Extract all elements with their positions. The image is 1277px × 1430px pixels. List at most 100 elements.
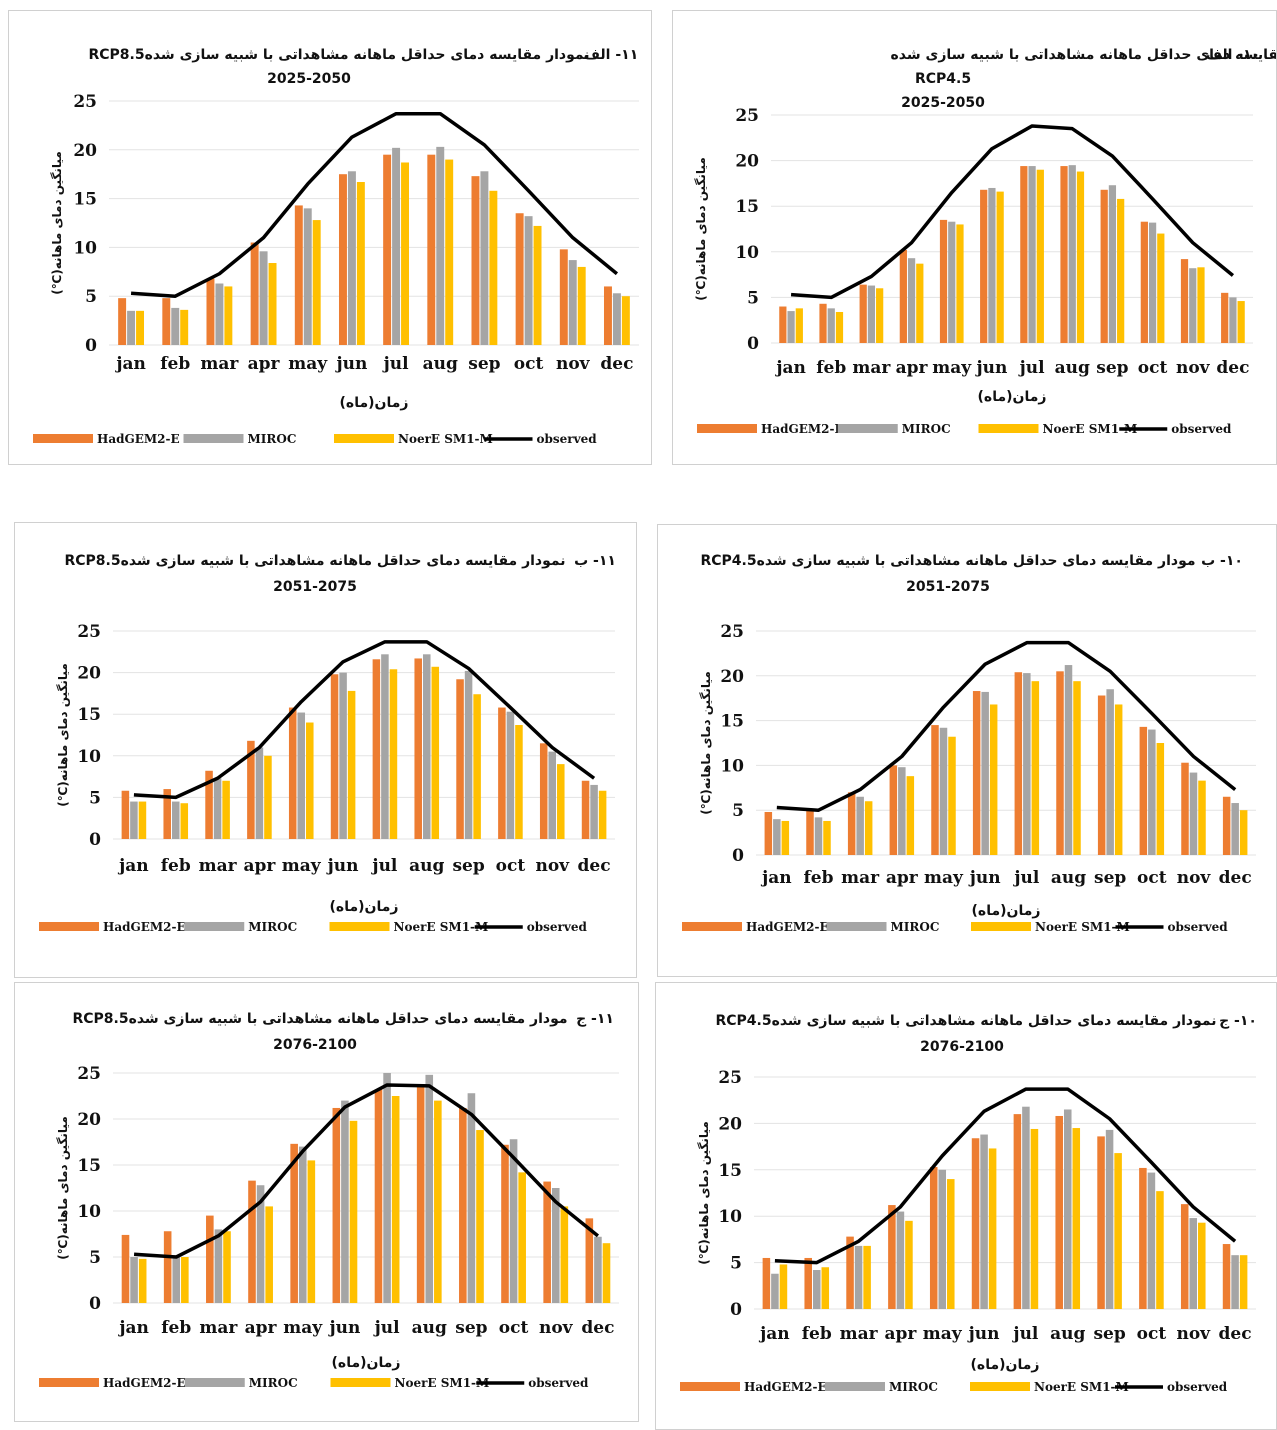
bar-miroc — [1189, 1218, 1198, 1309]
bar-noeresm1-m — [265, 1206, 273, 1303]
x-axis-label: زمان(ماه) — [330, 899, 399, 915]
x-tick-label: nov — [539, 1318, 574, 1338]
bar-hadgem2-es — [939, 219, 948, 343]
bar-noeresm1-m — [947, 1179, 955, 1309]
bar-miroc — [425, 1074, 434, 1303]
bar-noeresm1-m — [1114, 1153, 1122, 1309]
bar-noeresm1-m — [560, 1206, 569, 1303]
legend-label: NoerE SM1-M — [1035, 920, 1130, 934]
chart-title-line: 2025-2050 — [901, 95, 985, 111]
y-tick-label: 10 — [73, 238, 97, 258]
y-axis-label: میانگین دمای ماهانه(℃) — [699, 671, 713, 815]
legend-swatch-miroc — [825, 1382, 885, 1391]
bar-noeresm1-m — [1156, 743, 1165, 855]
x-tick-label: jun — [326, 856, 359, 876]
x-tick-label: jun — [968, 868, 1001, 888]
bar-miroc — [1023, 673, 1031, 855]
bar-hadgem2-es — [1140, 221, 1148, 343]
bar-hadgem2-es — [559, 249, 568, 345]
bar-hadgem2-es — [205, 770, 213, 839]
bar-miroc — [347, 171, 356, 345]
x-tick-label: jan — [114, 354, 146, 374]
observed-line — [776, 640, 1237, 812]
bar-noeresm1-m — [518, 1172, 526, 1303]
y-tick-label: 20 — [73, 141, 97, 161]
figure-number: ۱۱- الف — [584, 47, 639, 63]
bar-hadgem2-es — [1222, 1244, 1231, 1309]
chart-title-line: 2076-2100 — [273, 1037, 357, 1053]
bar-miroc — [854, 1245, 863, 1309]
x-tick-label: jul — [370, 856, 398, 876]
bar-noeresm1-m — [1239, 810, 1248, 855]
bar-miroc — [464, 670, 473, 839]
bar-miroc — [130, 1257, 138, 1303]
bar-noeresm1-m — [835, 311, 844, 343]
bar-hadgem2-es — [414, 658, 422, 839]
bar-noeresm1-m — [1156, 1191, 1164, 1309]
legend-swatch-miroc — [837, 424, 898, 433]
x-tick-label: jun — [327, 1318, 360, 1338]
y-tick-label: 15 — [77, 1156, 101, 1176]
bar-miroc — [215, 283, 224, 345]
bar-noeresm1-m — [876, 288, 884, 343]
legend-label: HadGEM2-E S — [744, 1380, 840, 1394]
bar-hadgem2-es — [372, 659, 381, 839]
bar-miroc — [339, 672, 347, 839]
bar-hadgem2-es — [427, 154, 436, 345]
y-tick-label: 10 — [720, 756, 744, 776]
x-tick-label: may — [924, 868, 964, 888]
bar-miroc — [127, 310, 136, 345]
bar-miroc — [381, 654, 389, 839]
chart-title-line: 2076-2100 — [920, 1039, 1004, 1055]
x-tick-label: nov — [1177, 868, 1212, 888]
y-tick-label: 5 — [730, 1254, 742, 1274]
bar-noeresm1-m — [621, 296, 630, 345]
bar-noeresm1-m — [916, 263, 924, 343]
y-tick-label: 0 — [730, 1300, 742, 1320]
y-tick-label: 0 — [732, 846, 744, 866]
x-tick-label: jul — [1018, 358, 1046, 378]
bar-noeresm1-m — [180, 803, 189, 839]
bar-miroc — [896, 1211, 905, 1309]
bar-hadgem2-es — [539, 743, 548, 839]
y-tick-label: 15 — [720, 712, 744, 732]
legend-swatch-hadgem2-es — [682, 922, 742, 931]
chart-panel-11a: نمودار مقایسه دمای حداقل ماهانه مشاهداتی… — [8, 10, 652, 465]
bar-hadgem2-es — [121, 790, 130, 839]
x-tick-label: jul — [373, 1318, 401, 1338]
y-tick-label: 0 — [747, 334, 759, 354]
bar-hadgem2-es — [498, 707, 506, 839]
bar-miroc — [506, 711, 515, 839]
legend-swatch-noeresm1-m — [330, 1378, 391, 1387]
legend-label: MIROC — [889, 1380, 938, 1394]
figure-number: ۱۰- ج — [1219, 1013, 1257, 1029]
bar-hadgem2-es — [383, 154, 392, 345]
y-axis-label: میانگین دمای ماهانه(℃) — [56, 1116, 70, 1260]
bar-miroc — [467, 1093, 476, 1303]
bar-miroc — [568, 260, 577, 345]
x-tick-label: mar — [199, 856, 238, 876]
bar-miroc — [1148, 729, 1156, 855]
bar-noeresm1-m — [180, 309, 189, 345]
bar-hadgem2-es — [206, 1215, 214, 1303]
bar-miroc — [392, 147, 401, 345]
y-tick-label: 0 — [89, 1294, 101, 1314]
bar-miroc — [771, 1273, 779, 1309]
bar-hadgem2-es — [929, 1167, 938, 1309]
bar-hadgem2-es — [206, 278, 215, 345]
bar-hadgem2-es — [1181, 762, 1189, 855]
bar-hadgem2-es — [1222, 796, 1231, 855]
y-tick-label: 25 — [720, 622, 744, 642]
x-tick-label: aug — [412, 1318, 447, 1338]
bar-noeresm1-m — [598, 790, 607, 839]
chart-title-line: 2051-2075 — [906, 579, 990, 595]
legend-label: observed — [1168, 920, 1229, 934]
x-tick-label: jul — [1012, 868, 1040, 888]
bar-noeresm1-m — [905, 1220, 913, 1309]
y-tick-label: 5 — [747, 288, 759, 308]
bar-hadgem2-es — [1014, 672, 1023, 855]
legend-label: MIROC — [891, 920, 940, 934]
x-tick-label: sep — [455, 1318, 487, 1338]
x-tick-label: may — [288, 354, 328, 374]
legend-swatch-miroc — [183, 434, 244, 443]
